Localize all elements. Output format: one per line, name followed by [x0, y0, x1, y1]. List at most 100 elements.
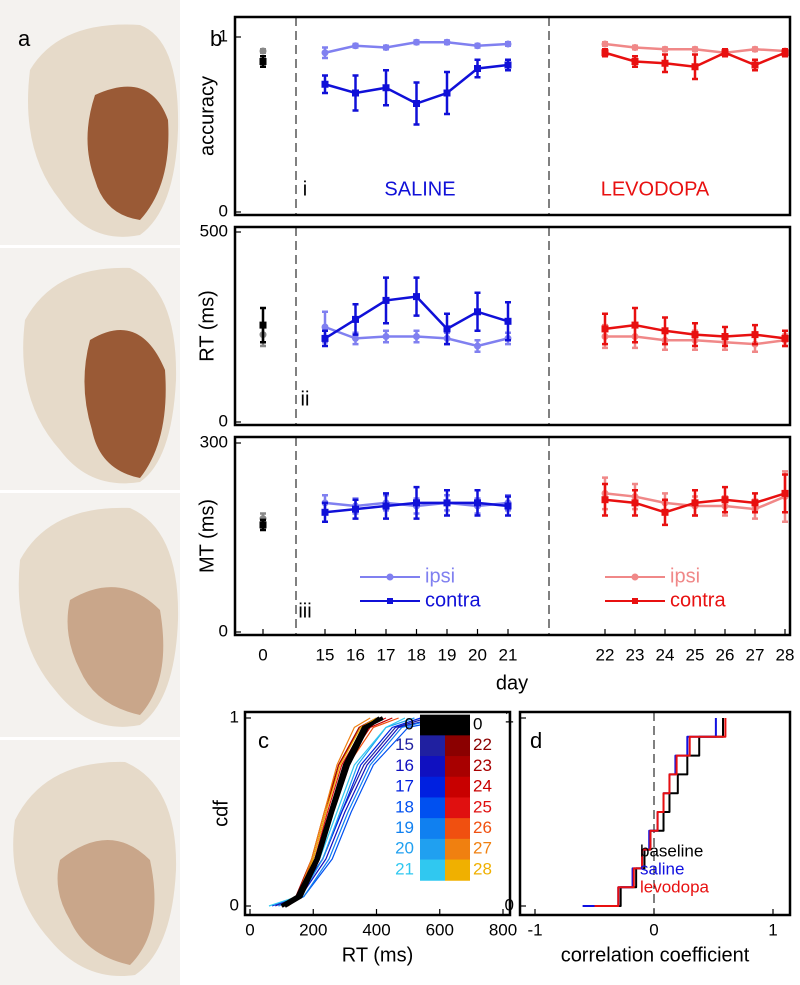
axes-frame — [243, 710, 512, 917]
brain-section — [0, 740, 180, 985]
panel-label: a — [18, 26, 31, 51]
cdf-curve — [278, 717, 415, 907]
x-tick-label: 16 — [346, 645, 365, 664]
legend-label: 15 — [395, 735, 414, 754]
x-tick-label: 0 — [258, 645, 267, 664]
marker — [259, 47, 267, 55]
marker — [661, 45, 669, 53]
legend-swatch — [445, 838, 470, 861]
x-tick-label: 17 — [377, 645, 396, 664]
marker — [321, 80, 329, 88]
marker — [691, 45, 699, 53]
marker — [352, 505, 359, 513]
annotation: i — [303, 178, 307, 200]
x-tick-label: 27 — [746, 645, 765, 664]
x-tick-label: 24 — [656, 645, 675, 664]
marker — [474, 499, 481, 507]
legend-swatch — [445, 756, 470, 778]
marker — [382, 502, 390, 510]
marker — [382, 84, 390, 92]
marker — [443, 89, 451, 97]
marker — [504, 317, 512, 325]
x-tick-label: 19 — [438, 645, 457, 664]
legend-label: saline — [640, 859, 684, 878]
legend-label: 0 — [473, 714, 482, 733]
legend-swatch — [420, 838, 445, 861]
marker — [259, 321, 267, 329]
legend-label: 20 — [395, 839, 414, 858]
panel-label: d — [530, 728, 542, 753]
marker — [382, 333, 390, 340]
legend-label: 28 — [473, 859, 492, 878]
marker — [751, 331, 759, 339]
x-axis-label: day — [496, 672, 528, 694]
marker — [382, 296, 390, 304]
legend-label: 22 — [473, 735, 492, 754]
marker — [413, 293, 420, 301]
x-tick-label: 22 — [596, 645, 615, 664]
marker — [721, 49, 729, 57]
y-axis-label: accuracy — [196, 76, 218, 156]
legend-label: ipsi — [670, 565, 700, 587]
brain-section — [0, 248, 180, 490]
marker — [661, 508, 669, 516]
cdf-curve — [594, 718, 727, 907]
marker — [352, 42, 359, 50]
legend-label: ipsi — [425, 565, 455, 587]
legend-label: 21 — [395, 859, 414, 878]
legend-label: 23 — [473, 756, 492, 775]
legend-label: contra — [670, 589, 726, 611]
marker — [352, 315, 359, 323]
annotation: SALINE — [384, 178, 455, 200]
y-tick-label: 300 — [200, 432, 228, 451]
marker — [721, 333, 729, 340]
x-tick-label: 800 — [489, 920, 517, 939]
legend-swatch — [445, 776, 470, 798]
histology-column — [0, 0, 180, 985]
marker — [474, 65, 481, 72]
marker — [259, 58, 267, 65]
legend-swatch — [445, 714, 470, 736]
marker — [751, 61, 759, 69]
marker — [691, 63, 699, 71]
legend-label: 0 — [405, 714, 414, 733]
axes-frame — [233, 435, 792, 637]
x-tick-label: 18 — [407, 645, 426, 664]
legend-label: contra — [425, 589, 481, 611]
marker — [321, 334, 329, 342]
cdf-curve — [281, 717, 440, 907]
marker — [661, 327, 669, 335]
marker — [321, 508, 329, 516]
marker — [601, 325, 609, 333]
x-tick-label: 200 — [299, 920, 327, 939]
axes-frame — [233, 15, 792, 217]
legend-swatch — [445, 797, 470, 819]
legend-swatch — [420, 818, 445, 840]
legend-swatch — [420, 714, 445, 736]
marker — [352, 334, 359, 342]
marker — [601, 40, 609, 48]
marker — [781, 334, 789, 342]
x-tick-label: 25 — [686, 645, 705, 664]
marker — [661, 59, 669, 67]
legend-marker — [387, 598, 393, 604]
marker — [601, 496, 609, 504]
marker — [631, 499, 639, 507]
marker — [443, 499, 451, 507]
y-axis-label: MT (ms) — [196, 499, 218, 573]
legend-label: 16 — [395, 756, 414, 775]
x-tick-label: 400 — [362, 920, 390, 939]
annotation: LEVODOPA — [601, 178, 710, 200]
marker — [413, 100, 420, 107]
legend-label: 19 — [395, 818, 414, 837]
y-tick-label: 0 — [505, 895, 514, 914]
x-tick-label: -1 — [527, 920, 542, 939]
marker — [781, 49, 789, 57]
x-tick-label: 0 — [245, 920, 254, 939]
cdf-curve — [280, 716, 384, 908]
annotation: iii — [298, 600, 311, 622]
y-axis-label: cdf — [210, 800, 232, 827]
marker — [321, 49, 329, 57]
legend-label: 24 — [473, 777, 492, 796]
